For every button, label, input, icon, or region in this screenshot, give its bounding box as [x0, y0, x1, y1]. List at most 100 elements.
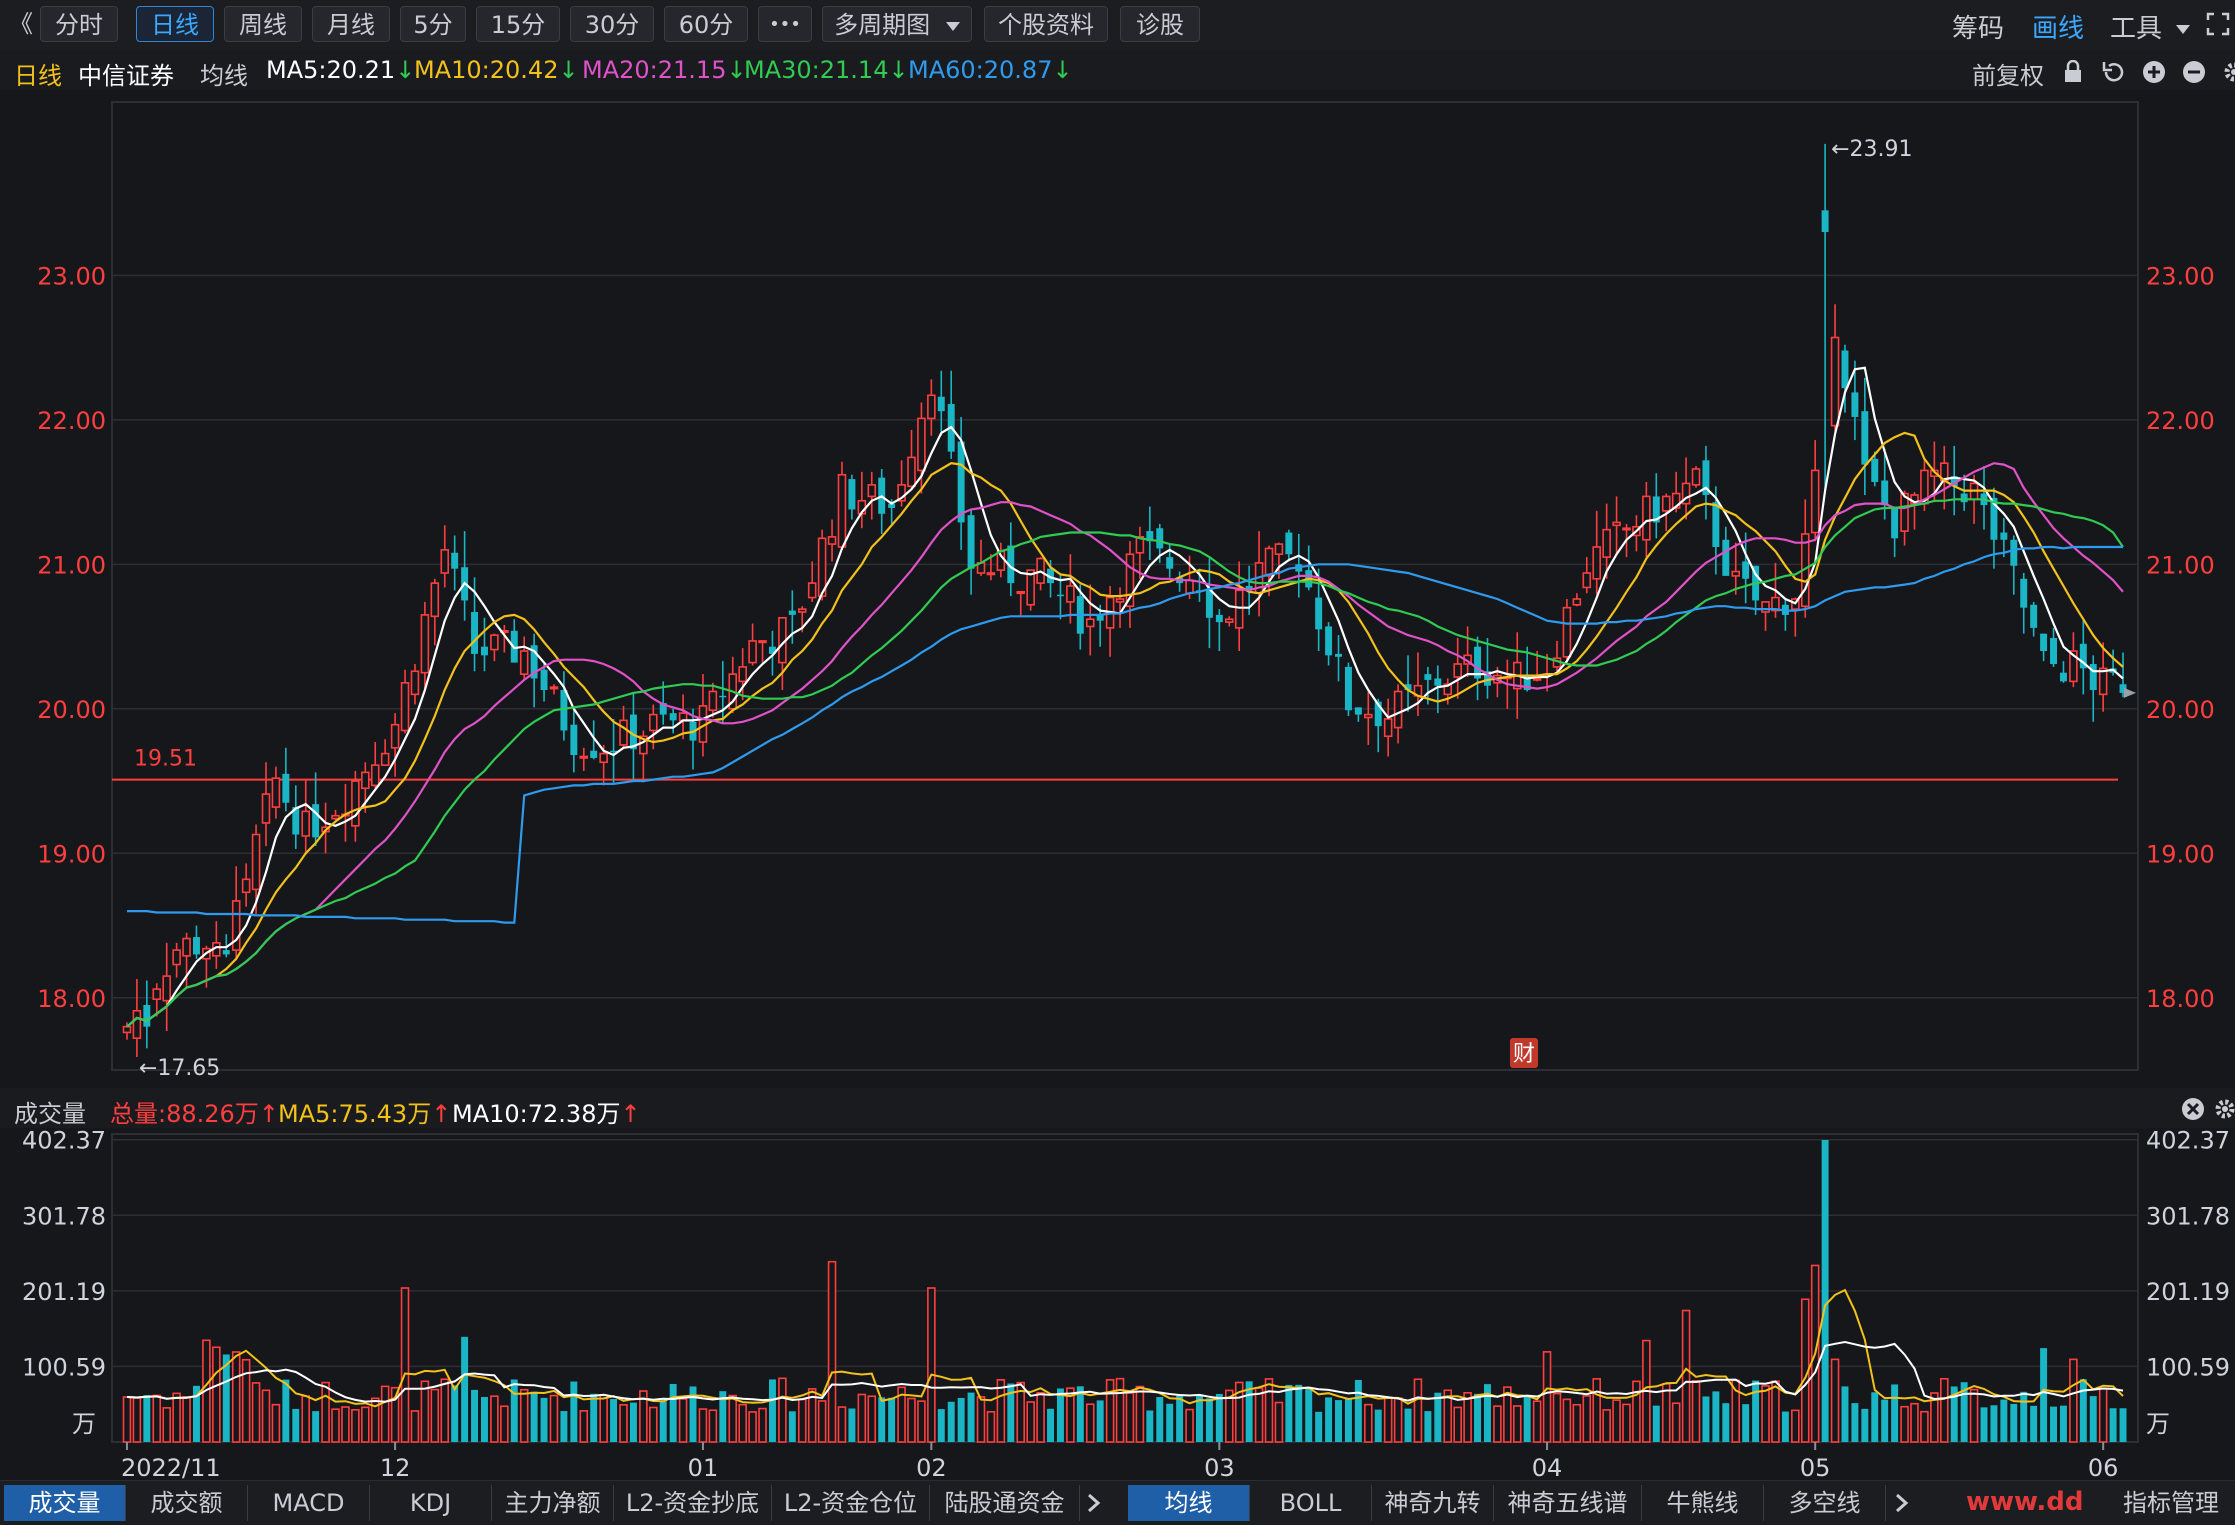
tools-dropdown[interactable]: 工具 — [2110, 8, 2191, 45]
volume-bar-up — [1612, 1399, 1621, 1443]
candle-body-up — [758, 640, 767, 644]
volume-bar-up — [400, 1287, 410, 1443]
tab-northbound[interactable]: 陆股通资金 — [930, 1485, 1080, 1521]
candle-body-down — [1474, 646, 1482, 679]
volume-bar-up — [758, 1407, 767, 1443]
gear-icon[interactable] — [2215, 1099, 2235, 1119]
back-icon[interactable]: 《 — [9, 10, 33, 38]
volume-bar-down — [1146, 1410, 1154, 1442]
tab-rixian[interactable]: 日线 — [136, 6, 214, 42]
tab-zhouxian[interactable]: 周线 — [224, 6, 302, 42]
tab-5min[interactable]: 5分 — [400, 6, 466, 42]
close-icon[interactable] — [2182, 1098, 2204, 1120]
price-tick-right: 21.00 — [2146, 551, 2215, 579]
volume-bar-down — [1821, 1140, 1829, 1442]
tab-15min[interactable]: 15分 — [476, 6, 560, 42]
volume-bar-up — [639, 1390, 648, 1443]
tab-l2-position[interactable]: L2-资金仓位 — [772, 1485, 930, 1521]
volume-bar-up — [1830, 1358, 1840, 1443]
price-tick-right: 19.00 — [2146, 840, 2215, 868]
zoom-in-icon[interactable] — [2143, 61, 2165, 83]
volume-bar-down — [1960, 1382, 1968, 1442]
tab-bull-bear[interactable]: 牛熊线 — [1642, 1485, 1764, 1521]
tab-60min[interactable]: 60分 — [664, 6, 748, 42]
stock-info-button[interactable]: 个股资料 — [984, 6, 1108, 42]
volume-bar-up — [867, 1395, 877, 1443]
volume-unit-left: 万 — [72, 1410, 96, 1438]
multi-period-dropdown[interactable]: 多周期图 — [822, 6, 972, 42]
tab-yuexian[interactable]: 月线 — [312, 6, 390, 42]
candle-body-up — [400, 681, 410, 732]
volume-bar-up — [1671, 1402, 1681, 1443]
volume-bar-up — [1930, 1392, 1939, 1443]
diagnose-button[interactable]: 诊股 — [1120, 6, 1200, 42]
volume-bar-up — [231, 1351, 241, 1443]
chevron-right-icon[interactable] — [1892, 1493, 1912, 1513]
volume-bar-up — [172, 1392, 181, 1443]
tab-macd[interactable]: MACD — [248, 1485, 370, 1521]
tab-30min[interactable]: 30分 — [570, 6, 654, 42]
draw-line-button[interactable]: 画线 — [2032, 14, 2085, 44]
more-icon[interactable]: ••• — [758, 6, 812, 42]
candle-body-down — [1702, 460, 1710, 495]
chips-button[interactable]: 筹码 — [1952, 14, 2005, 44]
tab-kdj[interactable]: KDJ — [370, 1485, 492, 1521]
gear-icon[interactable] — [2224, 62, 2235, 82]
tab-main-net[interactable]: 主力净额 — [492, 1485, 614, 1521]
volume-bar-down — [2000, 1399, 2008, 1442]
candle-body-up — [1562, 606, 1572, 658]
volume-bar-up — [212, 1346, 221, 1443]
chevron-right-icon[interactable] — [1084, 1493, 1104, 1513]
candle-body-down — [1285, 532, 1293, 555]
tab-volume[interactable]: 成交量 — [4, 1485, 126, 1521]
price-tick-right: 18.00 — [2146, 985, 2215, 1013]
tab-long-short[interactable]: 多空线 — [1764, 1485, 1886, 1521]
tab-magic-five[interactable]: 神奇五线谱 — [1494, 1485, 1642, 1521]
candle-body-up — [390, 723, 400, 749]
candle-body-up — [579, 755, 589, 759]
price-tick-left: 18.00 — [37, 985, 106, 1013]
period-label: 日线 — [14, 62, 62, 90]
indicator-manage-button[interactable]: 指标管理 — [2123, 1489, 2219, 1517]
volume-bar-up — [1592, 1378, 1601, 1443]
tab-l2-bottom[interactable]: L2-资金抄底 — [614, 1485, 772, 1521]
tab-turnover[interactable]: 成交额 — [126, 1485, 248, 1521]
candle-body-down — [1722, 539, 1730, 576]
volume-bar-up — [678, 1398, 688, 1443]
volume-bar-down — [1752, 1380, 1760, 1442]
tab-fenshi[interactable]: 分时 — [40, 6, 118, 42]
zoom-out-icon[interactable] — [2183, 61, 2205, 83]
candle-body-down — [1166, 557, 1174, 569]
ma10-line — [126, 431, 2124, 1028]
fullscreen-icon[interactable] — [2206, 12, 2230, 36]
volume-bar-down — [2119, 1408, 2127, 1442]
ma-label[interactable]: 均线 — [200, 62, 248, 90]
candle-body-up — [2069, 650, 2078, 683]
price-chart[interactable]: 23.00 23.00 22.00 22.00 21.00 21.00 20.00 20.00… — [0, 90, 2235, 1086]
volume-bar-up — [728, 1394, 738, 1443]
candle-body-down — [282, 773, 290, 803]
volume-bar-up — [738, 1403, 747, 1443]
volume-chart[interactable]: 402.37 402.37 301.78 301.78 201.19 201.19 100.… — [0, 1128, 2235, 1480]
volume-bar-down — [1215, 1393, 1223, 1442]
fuquan-button[interactable]: 前复权 — [1972, 62, 2044, 90]
x-axis-label: 03 — [1204, 1454, 1235, 1480]
tab-magic-nine[interactable]: 神奇九转 — [1372, 1485, 1494, 1521]
volume-bar-up — [649, 1406, 658, 1443]
volume-label[interactable]: 成交量 — [14, 1100, 86, 1128]
tab-boll[interactable]: BOLL — [1250, 1485, 1372, 1521]
volume-bar-down — [1344, 1398, 1352, 1442]
candle-body-up — [420, 614, 430, 674]
lock-icon[interactable] — [2065, 60, 2081, 82]
candle-body-up — [1125, 553, 1135, 608]
tab-ma[interactable]: 均线 — [1128, 1485, 1250, 1521]
candle-body-up — [1681, 482, 1691, 505]
price-tick-left: 22.00 — [37, 407, 106, 435]
candle-body-down — [1205, 588, 1213, 618]
price-plot-frame — [111, 101, 2139, 1071]
volume-bar-up — [301, 1395, 310, 1443]
candle-body-up — [172, 949, 181, 966]
volume-bar-down — [1325, 1397, 1333, 1442]
undo-icon[interactable] — [2102, 62, 2124, 82]
volume-header: 成交量 总量:88.26万↑ MA5:75.43万↑ MA10:72.38万↑ — [0, 1088, 2235, 1128]
